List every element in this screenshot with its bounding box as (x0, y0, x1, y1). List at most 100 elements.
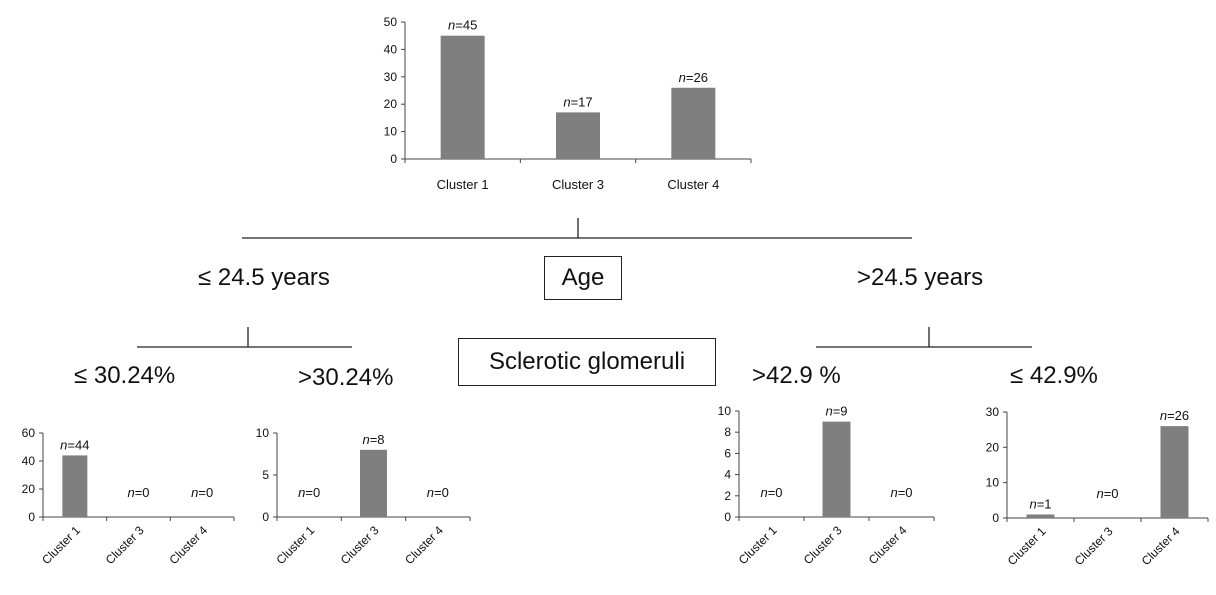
bar-label: n=0 (1096, 486, 1118, 501)
age-left-label: ≤ 24.5 years (198, 264, 330, 291)
bar-label: n=9 (825, 404, 847, 419)
bar (440, 35, 485, 160)
bar-label-n: n (127, 485, 134, 500)
y-tick-label: 50 (384, 15, 398, 29)
y-tick-label: 2 (724, 489, 731, 503)
bar-label-value: =44 (67, 437, 89, 452)
y-tick-label: 0 (992, 511, 999, 525)
bar-label-value: =0 (768, 485, 783, 500)
bar-label-n: n (1160, 408, 1167, 423)
bar-label-value: =0 (434, 485, 449, 500)
bar-label-value: =17 (571, 94, 593, 109)
category-label: Cluster 1 (1005, 524, 1049, 568)
category-label: Cluster 3 (1072, 524, 1116, 568)
sclerotic-left-low-label: ≤ 30.24% (74, 362, 176, 389)
bar-label-n: n (825, 404, 832, 419)
category-label: Cluster 1 (437, 177, 489, 192)
bar-label: n=0 (127, 485, 149, 500)
age-right-label: >24.5 years (857, 264, 984, 291)
bar (1160, 426, 1189, 518)
bar-label-value: =0 (198, 485, 213, 500)
y-tick-label: 20 (22, 482, 36, 496)
category-label: Cluster 4 (1139, 524, 1183, 568)
bar (822, 421, 851, 517)
bar-label-n: n (1096, 486, 1103, 501)
bar-label-n: n (563, 94, 570, 109)
category-label: Cluster 4 (166, 523, 210, 567)
bar-label: n=0 (760, 485, 782, 500)
category-label: Cluster 4 (402, 523, 446, 567)
y-tick-label: 20 (986, 440, 1000, 454)
bar-label-n: n (60, 437, 67, 452)
bar-label: n=0 (890, 485, 912, 500)
y-tick-label: 20 (384, 97, 398, 111)
y-tick-label: 8 (724, 425, 731, 439)
bar-label-value: =26 (1167, 408, 1189, 423)
bar-label: n=0 (191, 485, 213, 500)
sclerotic-right-low-label: ≤ 42.9% (1010, 362, 1098, 389)
bar-label-n: n (890, 485, 897, 500)
bar-label: n=45 (448, 18, 477, 33)
bar-label-value: =26 (686, 70, 708, 85)
y-tick-label: 0 (262, 510, 269, 524)
category-label: Cluster 3 (103, 523, 147, 567)
sclerotic-left-high-label: >30.24% (298, 364, 394, 391)
age-node-box: Age (544, 256, 622, 300)
bar-label-value: =45 (455, 18, 477, 33)
category-label: Cluster 1 (736, 523, 780, 567)
sclerotic-node-box: Sclerotic glomeruli (458, 338, 716, 386)
y-tick-label: 10 (256, 426, 270, 440)
bar (556, 112, 600, 159)
category-label: Cluster 3 (801, 523, 845, 567)
bar-label-n: n (427, 485, 434, 500)
bar-label-value: =0 (305, 485, 320, 500)
bar-label-value: =1 (1037, 496, 1052, 511)
bar-label: n=8 (362, 432, 384, 447)
y-tick-label: 30 (384, 70, 398, 84)
bar-label: n=0 (298, 485, 320, 500)
category-label: Cluster 3 (338, 523, 382, 567)
y-tick-label: 4 (724, 468, 731, 482)
bar-label-n: n (760, 485, 767, 500)
bar-label-value: =0 (1104, 486, 1119, 501)
bar-label-value: =9 (833, 404, 848, 419)
bar-label-n: n (298, 485, 305, 500)
category-label: Cluster 3 (552, 177, 604, 192)
bar-label: n=26 (1160, 408, 1189, 423)
bar-label: n=26 (679, 70, 708, 85)
y-tick-label: 0 (28, 510, 35, 524)
bar-label-value: =0 (898, 485, 913, 500)
sclerotic-right-high-label: >42.9 % (752, 362, 841, 389)
bar-label-n: n (191, 485, 198, 500)
bar (671, 87, 716, 159)
bar-label-n: n (1029, 496, 1036, 511)
y-tick-label: 10 (986, 476, 1000, 490)
y-tick-label: 10 (718, 404, 732, 418)
bar-label-n: n (448, 18, 455, 33)
bar-label: n=44 (60, 437, 89, 452)
bar-label-value: =0 (135, 485, 150, 500)
y-tick-label: 60 (22, 426, 36, 440)
y-tick-label: 40 (22, 454, 36, 468)
bar (62, 455, 88, 517)
bar-label: n=17 (563, 94, 592, 109)
y-tick-label: 0 (390, 152, 397, 166)
bar (360, 449, 387, 517)
bar (1026, 514, 1055, 518)
bar-label-n: n (362, 432, 369, 447)
bar-label-value: =8 (370, 432, 385, 447)
bar-label: n=1 (1029, 496, 1051, 511)
y-tick-label: 0 (724, 510, 731, 524)
category-label: Cluster 1 (39, 523, 83, 567)
y-tick-label: 5 (262, 468, 269, 482)
category-label: Cluster 4 (667, 177, 719, 192)
category-label: Cluster 4 (866, 523, 910, 567)
y-tick-label: 40 (384, 42, 398, 56)
